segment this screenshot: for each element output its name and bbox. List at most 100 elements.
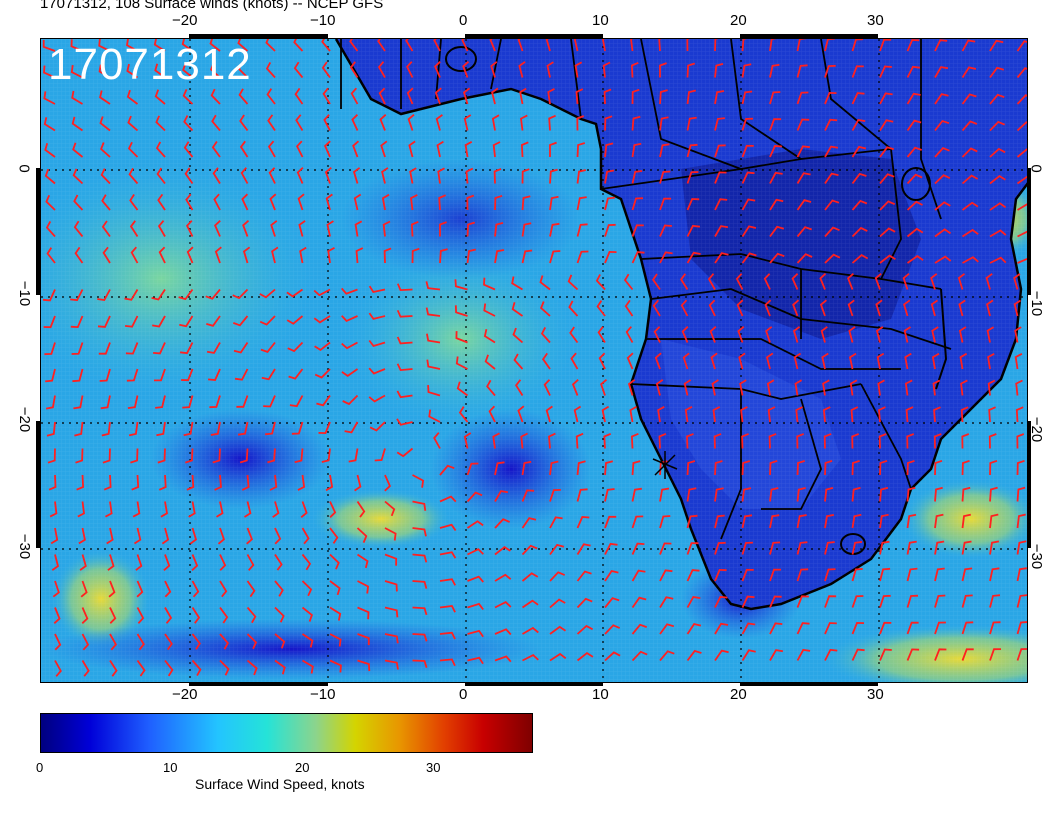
wind-barb: [127, 395, 139, 409]
lat-tick-left: 0: [15, 164, 33, 173]
wind-barb: [657, 406, 665, 423]
wind-barb: [711, 379, 719, 396]
wind-barb: [396, 447, 414, 458]
wind-barb: [824, 64, 836, 78]
wind-barb: [439, 248, 448, 264]
wind-barb: [989, 594, 1001, 608]
wind-barb: [493, 168, 502, 184]
wind-barb: [350, 87, 359, 105]
wind-barb: [686, 596, 701, 608]
wind-barb: [796, 253, 813, 264]
wind-barb: [879, 540, 890, 555]
wind-barb: [191, 633, 201, 650]
wind-barb: [930, 273, 938, 290]
wind-barb: [134, 527, 142, 545]
wind-barb: [769, 460, 778, 476]
wind-barb: [302, 659, 314, 674]
wind-barb: [354, 220, 363, 237]
wind-barb: [210, 88, 221, 105]
wind-barb: [47, 448, 56, 464]
wind-barb: [631, 650, 648, 662]
wind-barb: [961, 648, 974, 661]
wind-barb: [874, 273, 882, 290]
wind-barb: [438, 194, 446, 211]
wind-barb: [521, 599, 539, 609]
axis-bar-top: [740, 34, 878, 38]
wind-barb: [765, 326, 773, 343]
wind-barb: [412, 659, 428, 668]
wind-barb: [73, 395, 84, 410]
wind-barb: [1015, 379, 1023, 396]
wind-barb: [396, 390, 413, 399]
wind-barb: [714, 622, 729, 635]
wind-barb: [878, 433, 887, 449]
wind-barb: [521, 572, 539, 582]
wind-barb: [152, 315, 166, 328]
wind-barb: [1016, 121, 1027, 132]
wind-barb: [879, 254, 896, 264]
wind-barb: [412, 474, 425, 488]
wind-barb: [631, 251, 645, 264]
wind-barb: [136, 580, 144, 598]
wind-barb: [439, 221, 447, 237]
wind-barb: [219, 633, 229, 650]
wind-barb: [934, 648, 947, 661]
wind-barb: [686, 251, 701, 264]
wind-barb: [741, 225, 757, 237]
wind-barb: [1016, 148, 1027, 158]
wind-barb: [329, 553, 340, 570]
wind-barb: [659, 515, 671, 529]
wind-barb: [626, 352, 634, 370]
wind-barb: [879, 227, 896, 238]
wind-barb: [631, 170, 643, 184]
wind-barb: [631, 115, 641, 131]
wind-barb: [549, 625, 567, 635]
wind-barb: [686, 171, 699, 184]
wind-barb: [81, 633, 90, 651]
wind-barb: [851, 460, 860, 476]
wind-barb: [545, 405, 553, 423]
wind-barb: [958, 299, 966, 317]
wind-barb: [74, 246, 84, 264]
wind-barb: [987, 379, 996, 396]
wind-barb: [769, 171, 783, 184]
wind-barb: [824, 541, 835, 555]
wind-barb: [1016, 433, 1025, 449]
wind-barb: [412, 500, 427, 511]
wind-barb: [191, 580, 200, 598]
wind-barb: [934, 486, 943, 502]
wind-barb: [153, 368, 166, 382]
wind-barb: [713, 433, 722, 449]
wind-barb: [741, 252, 757, 264]
wind-barb: [768, 433, 777, 449]
wind-barb: [156, 167, 166, 185]
wind-barb: [906, 146, 922, 158]
wind-barb: [151, 289, 166, 301]
wind-barb: [741, 117, 754, 131]
wind-barb: [989, 175, 1006, 185]
wind-barb: [601, 405, 610, 423]
wind-barb: [126, 39, 138, 52]
wind-barb: [79, 554, 87, 571]
wind-barb: [348, 448, 359, 463]
wind-barb: [296, 167, 304, 184]
wind-barb: [851, 92, 865, 105]
wind-barb: [851, 199, 868, 211]
wind-barb: [604, 250, 617, 264]
wind-barb: [962, 228, 979, 238]
wind-barb: [934, 594, 946, 608]
wind-barb: [433, 432, 441, 449]
lat-tick-left: −10: [16, 280, 34, 307]
wind-barb: [631, 142, 642, 158]
wind-barb: [986, 299, 994, 317]
wind-barb: [796, 487, 806, 502]
wind-barb: [519, 87, 527, 105]
wind-barb: [521, 544, 538, 556]
wind-barb: [851, 119, 866, 131]
wind-barb: [986, 326, 995, 343]
wind-barb: [70, 39, 83, 52]
wind-barb: [494, 573, 512, 582]
wind-barb: [659, 224, 672, 237]
wind-barb: [631, 224, 644, 237]
wind-barb: [820, 326, 828, 343]
